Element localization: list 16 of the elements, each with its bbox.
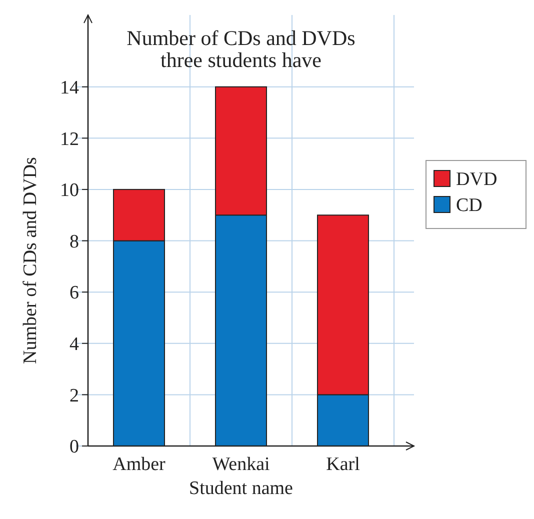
y-tick-label: 2 <box>70 385 79 406</box>
y-tick-label: 14 <box>60 77 80 98</box>
y-tick-label: 10 <box>60 180 79 202</box>
legend-label: CD <box>456 195 482 216</box>
y-tick-label: 0 <box>70 436 79 458</box>
y-tick-label: 8 <box>70 231 79 252</box>
x-tick-label: Karl <box>326 454 360 475</box>
x-tick-label: Wenkai <box>212 454 270 475</box>
y-axis-title: Number of CDs and DVDs <box>20 157 41 364</box>
legend-label: DVD <box>456 169 498 190</box>
y-tick-label: 12 <box>60 128 79 150</box>
x-tick-label: Amber <box>112 454 166 475</box>
text: Number of CDs and DVDs three students have <box>126 26 356 72</box>
y-tick-label: 4 <box>70 334 80 356</box>
x-axis-title: Student name <box>189 478 293 499</box>
y-tick-label: 6 <box>70 282 79 304</box>
